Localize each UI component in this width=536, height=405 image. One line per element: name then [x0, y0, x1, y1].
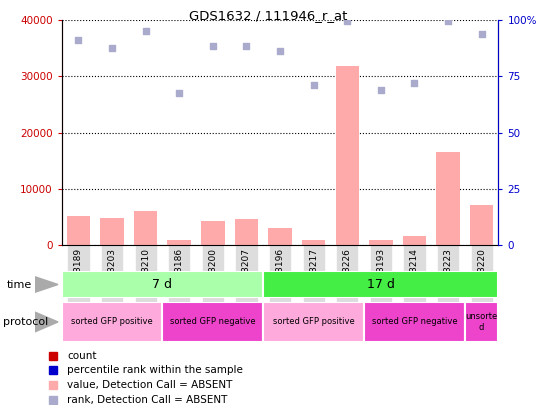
Text: 7 d: 7 d [152, 278, 173, 291]
Text: rank, Detection Call = ABSENT: rank, Detection Call = ABSENT [68, 395, 228, 405]
Text: GDS1632 / 111946_r_at: GDS1632 / 111946_r_at [189, 9, 347, 22]
Text: value, Detection Call = ABSENT: value, Detection Call = ABSENT [68, 380, 233, 390]
Bar [134, 211, 158, 245]
Point [444, 18, 452, 25]
Bar [336, 66, 359, 245]
Bar [100, 218, 124, 245]
Bar [369, 240, 393, 245]
Point [478, 31, 486, 38]
Bar [403, 236, 426, 245]
Text: sorted GFP positive: sorted GFP positive [71, 318, 153, 326]
Text: sorted GFP positive: sorted GFP positive [273, 318, 354, 326]
Point [242, 42, 251, 49]
Point [209, 42, 217, 49]
Bar [263, 271, 498, 298]
Point [377, 87, 385, 94]
Bar [201, 222, 225, 245]
Bar [167, 240, 191, 245]
Polygon shape [35, 312, 58, 332]
Point [108, 45, 116, 51]
Text: sorted GFP negative: sorted GFP negative [371, 318, 457, 326]
Bar [62, 302, 162, 342]
Text: unsorte
d: unsorte d [466, 312, 498, 332]
Point [142, 28, 150, 35]
Point [309, 82, 318, 88]
Point [74, 37, 83, 43]
Bar [235, 219, 258, 245]
Point [276, 48, 284, 54]
Bar [470, 205, 494, 245]
Bar [302, 240, 325, 245]
Bar [465, 302, 498, 342]
Bar [269, 228, 292, 245]
Bar [66, 216, 90, 245]
Text: percentile rank within the sample: percentile rank within the sample [68, 365, 243, 375]
Bar [436, 152, 460, 245]
Text: protocol: protocol [3, 317, 48, 327]
Text: time: time [7, 279, 32, 290]
Bar [62, 271, 263, 298]
Point [410, 80, 419, 86]
Bar [364, 302, 465, 342]
Text: sorted GFP negative: sorted GFP negative [170, 318, 256, 326]
Polygon shape [35, 277, 58, 292]
Bar [162, 302, 263, 342]
Point [343, 18, 352, 25]
Bar [263, 302, 364, 342]
Text: count: count [68, 351, 97, 361]
Point [175, 90, 183, 96]
Text: 17 d: 17 d [367, 278, 395, 291]
